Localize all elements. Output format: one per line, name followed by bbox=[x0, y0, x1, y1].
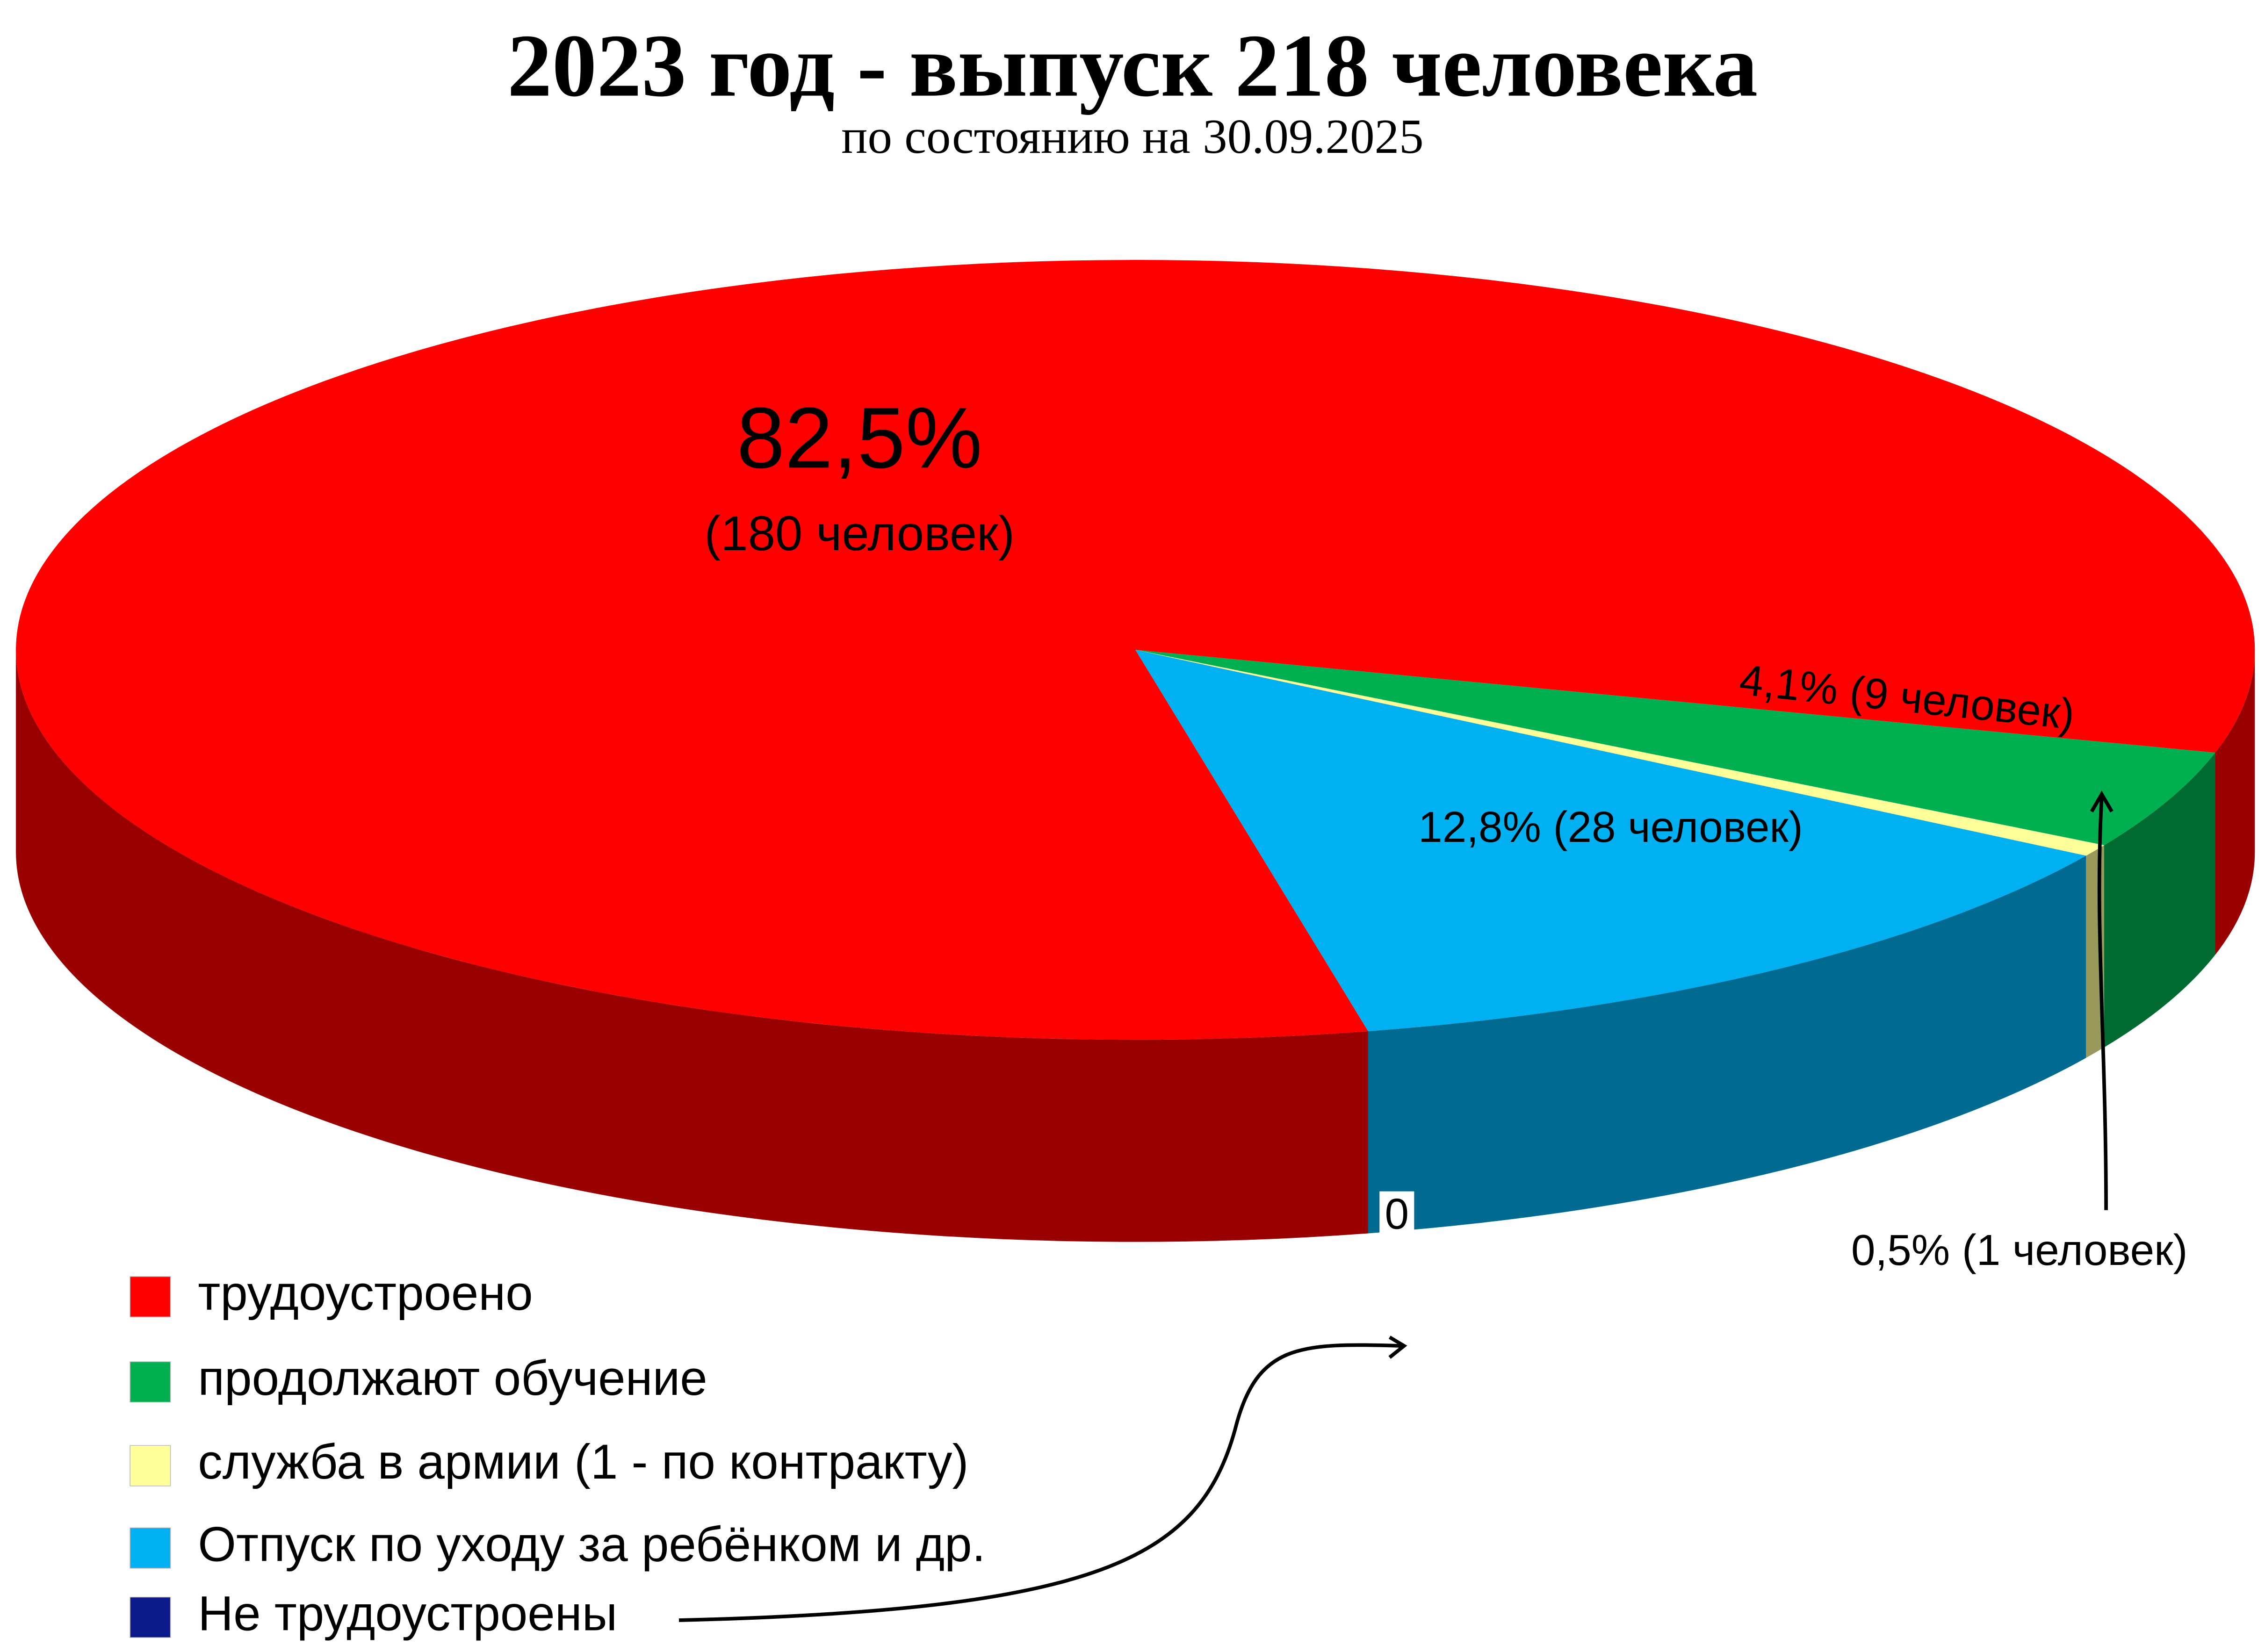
data-label: 12,8% (28 человек) bbox=[1418, 803, 1803, 851]
legend-swatch bbox=[130, 1596, 171, 1638]
legend: трудоустроено продолжают обучение служба в… bbox=[130, 1266, 986, 1641]
slice-side bbox=[2104, 753, 2215, 1048]
label-background bbox=[1379, 1191, 1414, 1243]
pie: 82,5%4,1% (9 человек)0,5% (1 человек)12,… bbox=[16, 260, 2255, 1274]
arrow bbox=[2097, 797, 2108, 1210]
slice bbox=[1135, 650, 2215, 846]
arrow bbox=[678, 1343, 1401, 1622]
legend-label: Не трудоустроены bbox=[198, 1587, 617, 1641]
slice bbox=[1135, 650, 2105, 856]
legend-label: Отпуск по уходу за ребёнком и др. bbox=[198, 1517, 985, 1572]
slice bbox=[1135, 650, 2086, 1031]
slice-side bbox=[2215, 650, 2255, 955]
arrow-head bbox=[1388, 1336, 1407, 1359]
arrow-head bbox=[2090, 790, 2114, 813]
annotation: (180 человек) bbox=[704, 506, 1015, 561]
data-label: 0 bbox=[1385, 1190, 1409, 1238]
chart-title: 2023 год - выпуск 218 человека bbox=[507, 16, 1758, 115]
legend-swatch bbox=[130, 1445, 171, 1487]
chart-subtitle: по состоянию на 30.09.2025 bbox=[841, 109, 1423, 164]
slice-side bbox=[1368, 855, 2086, 1234]
legend-swatch bbox=[130, 1276, 171, 1318]
data-label: 82,5% bbox=[736, 389, 982, 486]
legend-swatch bbox=[130, 1361, 171, 1403]
legend-label: служба в армии (1 - по контракту) bbox=[198, 1435, 968, 1489]
legend-label: трудоустроено bbox=[198, 1266, 533, 1321]
slice-side bbox=[16, 650, 1368, 1242]
legend-label: продолжают обучение bbox=[198, 1351, 707, 1406]
slice bbox=[16, 260, 2255, 1040]
data-label: 0,5% (1 человек) bbox=[1851, 1226, 2188, 1274]
legend-swatch bbox=[130, 1527, 171, 1569]
